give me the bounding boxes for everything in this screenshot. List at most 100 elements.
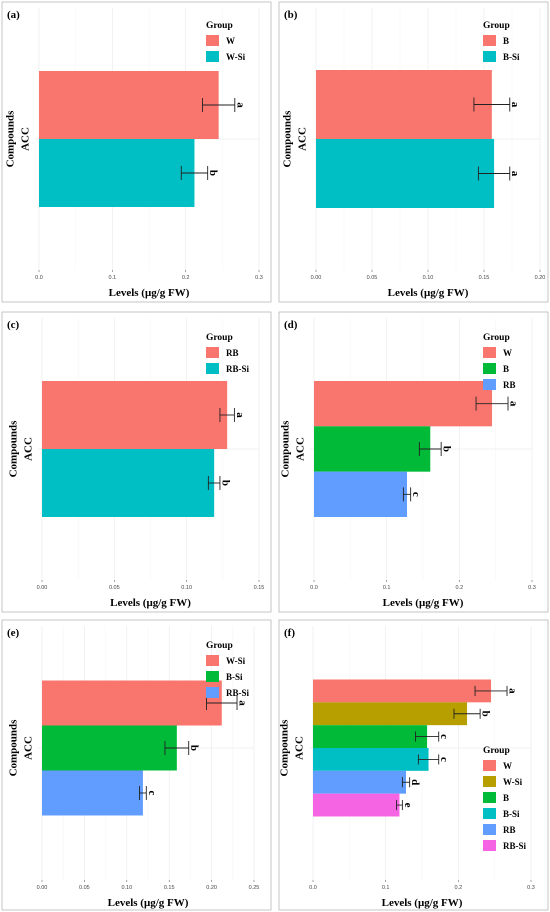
legend-label-b: B <box>503 793 509 803</box>
x-tick-label: 0.3 <box>528 585 536 591</box>
x-axis-title: Levels (μg/g FW) <box>108 897 189 909</box>
legend-label-w-si: W-Si <box>226 656 246 666</box>
legend-key-rb <box>483 824 496 835</box>
legend-label-w: W <box>503 761 512 771</box>
significance-letter: a <box>237 700 249 706</box>
legend-label-b-si: B-Si <box>503 809 520 819</box>
significance-letter: b <box>207 170 219 176</box>
x-tick-label: 0.0 <box>309 885 317 891</box>
legend-label-rb: RB <box>226 348 239 358</box>
significance-letter: b <box>219 480 231 486</box>
x-tick-label: 0.2 <box>182 275 190 281</box>
x-tick-label: 0.05 <box>367 275 378 281</box>
y-axis-title: Compounds <box>280 420 292 478</box>
x-tick-label: 0.1 <box>383 585 391 591</box>
bar-rb <box>313 770 407 794</box>
significance-letter: a <box>234 102 246 108</box>
significance-letter: b <box>441 446 453 452</box>
category-label: ACC <box>297 127 309 151</box>
significance-letter: a <box>507 401 519 407</box>
error-bar-w <box>202 98 236 112</box>
x-tick-label: 0.15 <box>164 885 175 891</box>
panel-label: (d) <box>284 319 298 331</box>
x-tick-label: 0.10 <box>423 275 434 281</box>
legend-key-w-si <box>206 51 219 62</box>
bar-b-si <box>42 725 177 771</box>
legend-key-rb-si <box>483 840 496 851</box>
x-axis-title: Levels (μg/g FW) <box>382 897 463 909</box>
legend-label-w-si: W-Si <box>226 52 246 62</box>
legend-key-b-si <box>483 808 496 819</box>
legend: Group WB RB <box>483 333 516 390</box>
significance-letter: b <box>188 745 200 751</box>
error-bar-rb-si <box>139 786 147 800</box>
significance-letter: c <box>146 791 158 796</box>
bar-rb-si <box>42 449 215 517</box>
legend-label-b-si: B-Si <box>226 672 243 682</box>
bar-w-si <box>42 680 222 726</box>
x-axis-title: Levels (μg/g FW) <box>388 287 469 299</box>
x-tick-label: 0.2 <box>456 585 464 591</box>
legend-title: Group <box>206 641 233 651</box>
legend-label-b: B <box>503 364 509 374</box>
legend: Group RB RB-Si <box>206 333 250 374</box>
category-label: ACC <box>23 736 35 760</box>
legend-key-rb <box>206 347 219 358</box>
legend-key-b <box>483 35 496 46</box>
bar-rb-si <box>313 793 400 817</box>
error-bar-rb <box>402 487 412 502</box>
legend-key-w-si <box>206 655 219 666</box>
error-bar-b <box>473 97 511 112</box>
legend-key-b-si <box>483 51 496 62</box>
bar-b <box>313 725 428 748</box>
bar-w <box>313 679 492 703</box>
error-bar-rb <box>401 777 411 788</box>
x-tick-label: 0.05 <box>79 885 90 891</box>
legend-label-rb-si: RB-Si <box>226 364 250 374</box>
x-axis-title: Levels (μg/g FW) <box>110 597 191 609</box>
legend-label-rb-si: RB-Si <box>226 688 250 698</box>
x-tick-label: 0.3 <box>527 885 535 891</box>
legend-key-rb-si <box>206 363 219 374</box>
bar-rb-si <box>42 770 143 816</box>
legend-key-b <box>483 792 496 803</box>
legend: Group W W-Si <box>206 21 246 62</box>
legend-key-b-si <box>206 671 219 682</box>
error-bar-b <box>418 442 442 456</box>
significance-letter: a <box>234 412 246 418</box>
y-axis-title: Compounds <box>8 420 20 478</box>
category-label: ACC <box>295 437 307 461</box>
significance-letter: c <box>438 757 450 762</box>
x-tick-label: 0.10 <box>181 585 192 591</box>
legend-label-w: W <box>226 36 235 46</box>
x-tick-label: 0.05 <box>109 585 120 591</box>
panel-label: (a) <box>7 9 20 21</box>
legend: Group B B-Si <box>483 21 520 62</box>
error-bar-rb <box>219 408 235 422</box>
panel-label: (c) <box>7 319 20 331</box>
error-bar-w-si <box>453 708 481 719</box>
x-axis-title: Levels (μg/g FW) <box>109 287 190 299</box>
x-tick-label: 0.25 <box>249 885 260 891</box>
significance-letter: c <box>438 734 450 739</box>
legend-key-rb <box>483 379 496 390</box>
x-tick-label: 0.1 <box>382 885 390 891</box>
significance-letter: c <box>410 492 422 497</box>
legend-title: Group <box>483 333 510 343</box>
legend: Group W W-Si B B-Si RB RB-Si <box>483 746 527 851</box>
legend-key-rb-si <box>206 687 219 698</box>
error-bar-w <box>475 396 509 411</box>
panel-label: (e) <box>7 627 20 639</box>
legend-label-rb: RB <box>503 825 516 835</box>
legend-title: Group <box>483 21 510 31</box>
bar-rb <box>314 471 408 517</box>
x-tick-label: 0.15 <box>254 585 265 591</box>
legend-key-w <box>206 35 219 46</box>
significance-letter: d <box>409 779 421 785</box>
bar-w-si <box>313 702 468 726</box>
panel-label: (f) <box>284 627 295 639</box>
